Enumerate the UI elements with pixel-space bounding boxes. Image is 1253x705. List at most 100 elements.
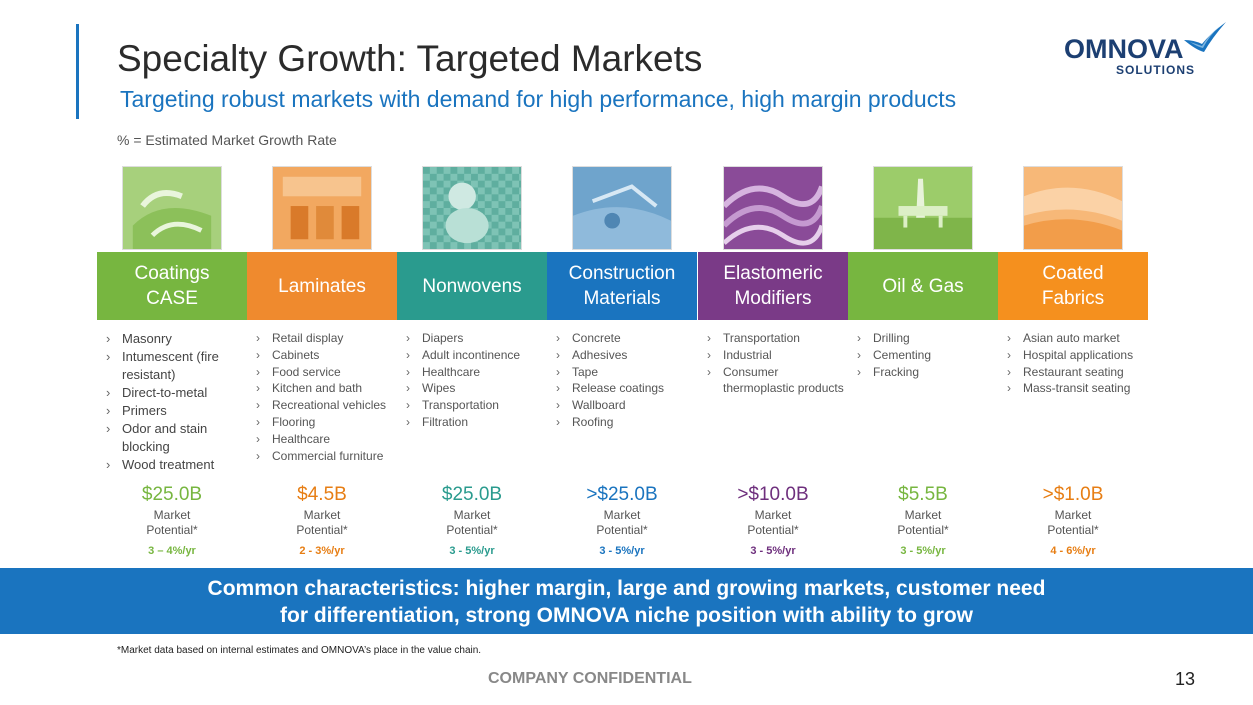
segment-applications-list: Asian auto marketHospital applicationsRe…: [1006, 330, 1146, 397]
construction-photo: [572, 166, 672, 250]
growth-rate-value: 3 - 5%/yr: [900, 545, 946, 557]
segment-header: Nonwovens: [397, 252, 547, 320]
segment-column: Oil & Gas DrillingCementingFracking $5.5B M…: [848, 166, 998, 561]
market-potential-label: Market Potential*: [146, 508, 198, 537]
segment-column: Coated Fabrics Asian auto marketHospital …: [998, 166, 1148, 561]
growth-rate-value: 3 - 5%/yr: [750, 545, 796, 557]
segment-column: Coatings CASE MasonryIntumescent (fire re…: [97, 166, 247, 561]
segment-header: Laminates: [247, 252, 397, 320]
logo-tagline: SOLUTIONS: [1116, 63, 1196, 77]
market-size-value: >$1.0B: [1042, 484, 1104, 505]
market-size-value: $4.5B: [297, 484, 347, 505]
growth-rate-value: 3 - 5%/yr: [599, 545, 645, 557]
segment-column: Elastomeric Modifiers TransportationIndus…: [698, 166, 848, 561]
list-item: Wallboard: [555, 397, 695, 414]
list-item: Direct-to-metal: [105, 384, 245, 402]
market-potential-label: Market Potential*: [897, 508, 949, 537]
segment-applications-list: Retail displayCabinetsFood serviceKitche…: [255, 330, 395, 464]
market-size-value: $25.0B: [141, 484, 203, 505]
list-item: Healthcare: [255, 431, 395, 448]
list-item: Adult incontinence: [405, 347, 545, 364]
list-item: Transportation: [405, 397, 545, 414]
list-item: Concrete: [555, 330, 695, 347]
segment-name: Coatings CASE: [134, 263, 210, 309]
segment-applications-list: MasonryIntumescent (fire resistant)Direc…: [105, 330, 245, 474]
market-potential-label: Market Potential*: [747, 508, 799, 537]
segment-applications-list: ConcreteAdhesivesTapeRelease coatingsWal…: [555, 330, 695, 431]
logo-swoosh-icon: [1184, 22, 1226, 52]
nonwovens-photo: [422, 166, 522, 250]
segment-name: Nonwovens: [422, 275, 522, 297]
banner-line-2: for differentiation, strong OMNOVA niche…: [280, 604, 973, 627]
segment-name: Laminates: [278, 275, 366, 297]
footnote: *Market data based on internal estimates…: [117, 645, 482, 656]
list-item: Release coatings: [555, 380, 695, 397]
segment-name: Construction Materials: [568, 263, 676, 309]
segment-name: Coated Fabrics: [1041, 263, 1105, 309]
market-potential-label: Market Potential*: [596, 508, 648, 537]
page-number: 13: [1175, 669, 1196, 689]
list-item: Masonry: [105, 330, 245, 348]
segment-applications-list: DrillingCementingFracking: [856, 330, 996, 380]
laminates-photo: [272, 166, 372, 250]
segment-column: Laminates Retail displayCabinetsFood serv…: [247, 166, 397, 561]
segment-name: Oil & Gas: [882, 275, 964, 297]
market-size-value: >$10.0B: [737, 484, 809, 505]
list-item: Wipes: [405, 380, 545, 397]
market-potential-label: Market Potential*: [446, 508, 498, 537]
growth-rate-value: 3 – 4%/yr: [148, 545, 196, 557]
list-item: Tape: [555, 364, 695, 381]
segment-header: Elastomeric Modifiers: [698, 252, 848, 320]
list-item: Wood treatment: [105, 456, 245, 474]
list-item: Kitchen and bath: [255, 380, 395, 397]
coated-fabrics-photo: [1023, 166, 1123, 250]
segment-column: Construction Materials ConcreteAdhesivesT…: [547, 166, 697, 561]
list-item: Commercial furniture: [255, 448, 395, 465]
list-item: Fracking: [856, 364, 996, 381]
title-accent-rule: [76, 24, 79, 119]
market-size-value: >$25.0B: [586, 484, 658, 505]
omnova-logo: OMNOVA SOLUTIONS: [1064, 20, 1234, 80]
segment-column: Nonwovens DiapersAdult incontinenceHealth…: [397, 166, 547, 561]
list-item: Primers: [105, 402, 245, 420]
list-item: Flooring: [255, 414, 395, 431]
list-item: Cementing: [856, 347, 996, 364]
list-item: Asian auto market: [1006, 330, 1146, 347]
list-item: Restaurant seating: [1006, 364, 1146, 381]
segment-header: Construction Materials: [547, 252, 697, 320]
segment-header: Oil & Gas: [848, 252, 998, 320]
market-size-value: $25.0B: [441, 484, 503, 505]
list-item: Hospital applications: [1006, 347, 1146, 364]
list-item: Filtration: [405, 414, 545, 431]
list-item: Retail display: [255, 330, 395, 347]
growth-rate-value: 4 - 6%/yr: [1050, 545, 1096, 557]
list-item: Diapers: [405, 330, 545, 347]
market-potential-label: Market Potential*: [1047, 508, 1099, 537]
segment-applications-list: TransportationIndustrialConsumer thermop…: [706, 330, 846, 397]
list-item: Odor and stain blocking: [105, 420, 245, 456]
page-subtitle: Targeting robust markets with demand for…: [120, 86, 957, 112]
segment-header: Coated Fabrics: [998, 252, 1148, 320]
market-size-value: $5.5B: [898, 484, 948, 505]
growth-rate-value: 3 - 5%/yr: [449, 545, 495, 557]
common-characteristics-banner: Common characteristics: higher margin, l…: [0, 568, 1253, 634]
coatings-photo: [122, 166, 222, 250]
growth-rate-note: % = Estimated Market Growth Rate: [117, 132, 337, 148]
banner-line-1: Common characteristics: higher margin, l…: [207, 577, 1046, 600]
oil-gas-photo: [873, 166, 973, 250]
segment-applications-list: DiapersAdult incontinenceHealthcareWipes…: [405, 330, 545, 431]
list-item: Drilling: [856, 330, 996, 347]
list-item: Transportation: [706, 330, 846, 347]
confidential-label: COMPANY CONFIDENTIAL: [488, 670, 692, 687]
list-item: Adhesives: [555, 347, 695, 364]
segment-name: Elastomeric Modifiers: [723, 263, 823, 309]
elastomeric-photo: [723, 166, 823, 250]
list-item: Healthcare: [405, 364, 545, 381]
growth-rate-value: 2 - 3%/yr: [299, 545, 345, 557]
list-item: Cabinets: [255, 347, 395, 364]
list-item: Food service: [255, 364, 395, 381]
market-potential-label: Market Potential*: [296, 508, 348, 537]
list-item: Roofing: [555, 414, 695, 431]
list-item: Recreational vehicles: [255, 397, 395, 414]
segment-header: Coatings CASE: [97, 252, 247, 320]
